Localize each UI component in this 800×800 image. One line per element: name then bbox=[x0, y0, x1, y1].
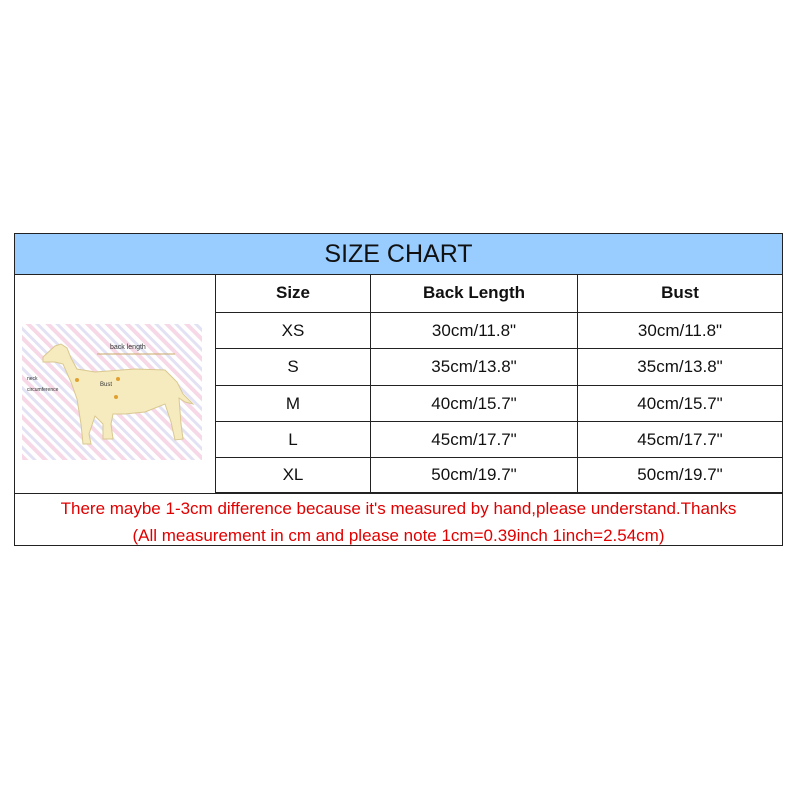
bust-label: Bust bbox=[100, 382, 112, 388]
header-bust: Bust bbox=[661, 283, 699, 302]
table-row: XL 50cm/19.7" 50cm/19.7" bbox=[216, 458, 782, 493]
size-chart-table: SIZE CHART back length Bust neck circumf… bbox=[14, 233, 783, 546]
table-row: L 45cm/17.7" 45cm/17.7" bbox=[216, 422, 782, 458]
measurement-note: There maybe 1-3cm difference because it'… bbox=[15, 493, 782, 549]
bust-cell: 45cm/17.7" bbox=[637, 429, 723, 449]
note-line-2: (All measurement in cm and please note 1… bbox=[132, 526, 665, 545]
table-row: M 40cm/15.7" 40cm/15.7" bbox=[216, 386, 782, 422]
header-back-length: Back Length bbox=[371, 274, 578, 312]
header-row: Size Back Length Bust bbox=[216, 274, 782, 313]
dog-measurement-diagram: back length Bust neck circumference bbox=[15, 274, 215, 493]
back-length-cell: 40cm/15.7" bbox=[371, 386, 578, 421]
size-cell: XL bbox=[216, 458, 371, 492]
size-cell: L bbox=[216, 422, 371, 457]
size-cell: S bbox=[216, 349, 371, 385]
back-length-cell: 50cm/19.7" bbox=[371, 458, 578, 492]
chart-title: SIZE CHART bbox=[15, 234, 782, 275]
table-row: XS 30cm/11.8" 30cm/11.8" bbox=[216, 313, 782, 349]
bust-cell: 35cm/13.8" bbox=[637, 357, 723, 376]
back-length-label: back length bbox=[110, 344, 146, 351]
back-length-cell: 30cm/11.8" bbox=[371, 313, 578, 348]
note-line-1: There maybe 1-3cm difference because it'… bbox=[60, 499, 737, 518]
circumference-label: circumference bbox=[27, 387, 59, 393]
bust-cell: 40cm/15.7" bbox=[637, 393, 723, 413]
header-size: Size bbox=[216, 274, 371, 312]
bust-cell: 50cm/19.7" bbox=[637, 465, 723, 484]
back-length-cell: 45cm/17.7" bbox=[371, 422, 578, 457]
size-cell: M bbox=[216, 386, 371, 421]
back-length-cell: 35cm/13.8" bbox=[371, 349, 578, 385]
size-grid: Size Back Length Bust XS 30cm/11.8" 30cm… bbox=[215, 274, 782, 493]
neck-label: neck bbox=[27, 376, 38, 382]
table-row: S 35cm/13.8" 35cm/13.8" bbox=[216, 349, 782, 386]
size-cell: XS bbox=[216, 313, 371, 348]
bust-cell: 30cm/11.8" bbox=[637, 320, 723, 340]
